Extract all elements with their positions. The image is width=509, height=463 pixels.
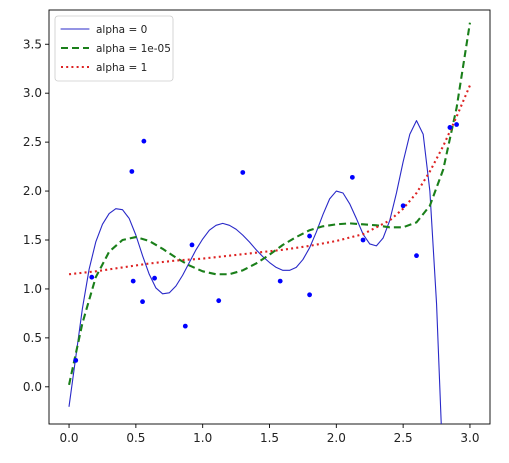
series-line-1 [68, 120, 442, 424]
x-tick-label: 0.5 [126, 431, 145, 445]
data-point [454, 122, 459, 127]
legend-label: alpha = 1 [96, 62, 147, 74]
legend-label: alpha = 1e-05 [96, 43, 171, 55]
x-tick-label: 2.5 [394, 431, 413, 445]
data-point [360, 237, 366, 243]
data-point [73, 357, 79, 363]
series-layer [68, 22, 471, 424]
data-point [182, 323, 188, 329]
data-point [307, 292, 312, 298]
data-point [89, 274, 95, 280]
data-point [130, 278, 136, 284]
y-tick-label: 0.0 [23, 380, 42, 394]
data-point [152, 275, 157, 281]
data-point [141, 138, 147, 144]
scatter-points [73, 122, 459, 363]
data-point [349, 174, 355, 180]
x-tick-label: 1.5 [260, 431, 279, 445]
y-tick-label: 0.5 [23, 331, 42, 345]
axes: 0.0 0.5 1.0 1.5 2.0 2.5 3.0 0.0 0.5 1.0 1.5 2.0 2.5 3… [23, 37, 480, 445]
data-point [216, 298, 222, 304]
data-point [400, 203, 406, 209]
data-point [447, 125, 453, 130]
legend-label: alpha = 0 [96, 24, 147, 36]
data-point [414, 253, 419, 259]
x-tick-label: 3.0 [460, 431, 479, 445]
data-point [307, 233, 312, 239]
x-tick-label: 0.0 [59, 431, 78, 445]
series-line-2 [68, 22, 471, 386]
legend: alpha = 0 alpha = 1e-05 alpha = 1 [54, 15, 174, 82]
y-tick-label: 1.0 [23, 282, 42, 296]
y-tick-label: 1.5 [23, 233, 42, 247]
data-point [240, 170, 246, 175]
x-tick-label: 2.0 [327, 431, 346, 445]
x-tick-label: 1.0 [193, 431, 212, 445]
data-point [277, 278, 283, 284]
y-tick-label: 2.5 [23, 135, 42, 149]
y-tick-label: 3.5 [23, 37, 42, 51]
y-tick-label: 2.0 [23, 184, 42, 198]
series-line-3 [68, 84, 471, 276]
data-point [189, 242, 195, 248]
legend-box [54, 15, 174, 82]
data-point [129, 169, 135, 174]
data-point [140, 299, 145, 305]
y-tick-label: 3.0 [23, 86, 42, 100]
